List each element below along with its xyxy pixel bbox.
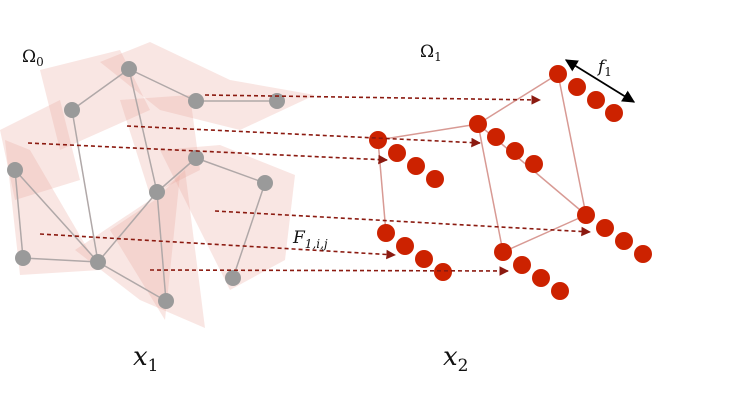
domain-omega1-label: Ω1	[420, 42, 442, 64]
node	[64, 102, 80, 118]
node	[188, 150, 204, 166]
graph-x1-nodes	[7, 61, 285, 309]
domain-omega0-label: Ω0	[22, 47, 44, 69]
mapping-arrow	[39, 233, 396, 260]
node	[225, 270, 241, 286]
patch	[75, 170, 205, 328]
filter-f1-label: f1	[596, 57, 612, 79]
patch	[40, 50, 150, 150]
mapping-arrow	[27, 142, 388, 165]
graph-x2-nodes	[369, 65, 652, 300]
feature-chain	[577, 206, 652, 263]
node	[269, 93, 285, 109]
x1-label: x1	[133, 342, 159, 376]
node	[7, 162, 23, 178]
node	[149, 184, 165, 200]
mapping-arrow	[149, 266, 509, 276]
node	[188, 93, 204, 109]
feature-chain	[494, 243, 569, 300]
patch	[100, 42, 315, 130]
patch	[5, 140, 100, 275]
receptive-field-patches	[0, 42, 315, 328]
graph-x1-edges	[14, 68, 277, 302]
node	[121, 61, 137, 77]
filter-width-arrow	[564, 59, 636, 103]
x2-label: x2	[443, 342, 469, 376]
feature-chain	[377, 224, 452, 281]
mapping-arrow	[126, 125, 481, 148]
node	[257, 175, 273, 191]
node	[90, 254, 106, 270]
node	[15, 250, 31, 266]
mapping-arrows	[27, 94, 591, 276]
patch	[110, 175, 180, 320]
operator-f1ij-label: F1,i,j	[292, 228, 328, 251]
feature-chain	[369, 131, 444, 188]
node	[158, 293, 174, 309]
feature-chain	[469, 115, 543, 173]
